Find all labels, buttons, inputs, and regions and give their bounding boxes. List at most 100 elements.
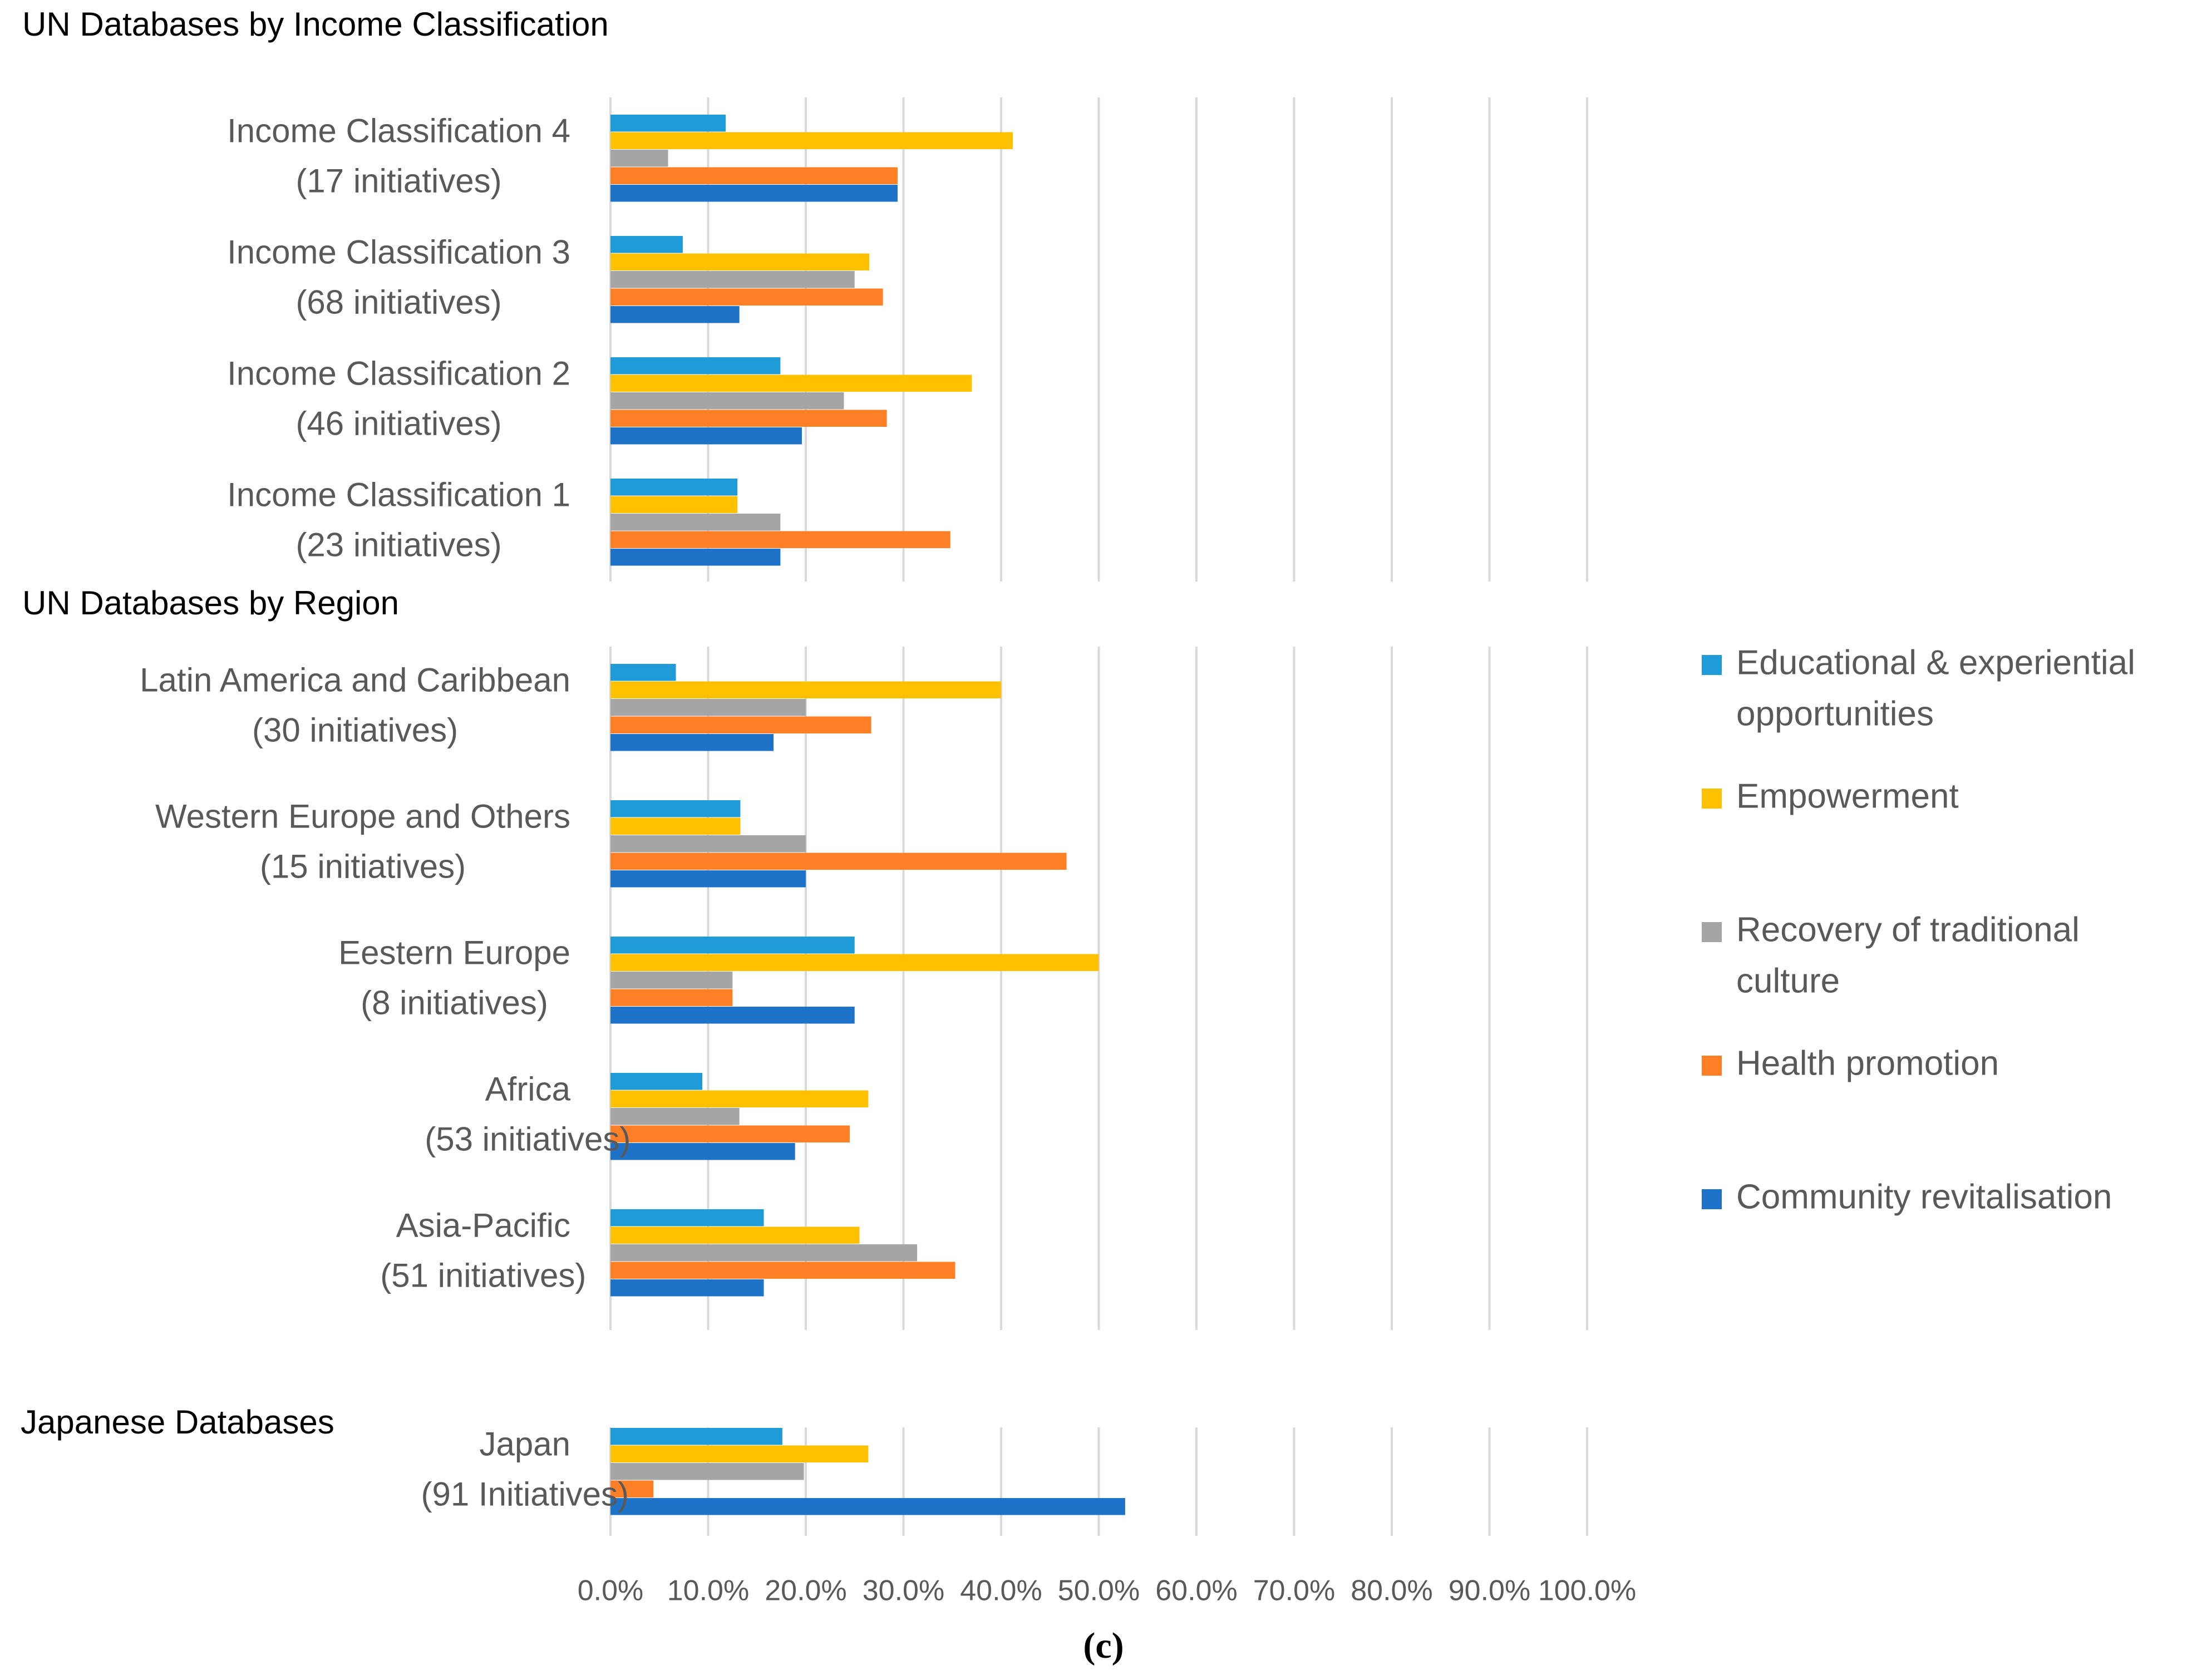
- bar-japan-educational-experiential-opportunities: [610, 1428, 782, 1445]
- x-tick-label-10: 100.0%: [1538, 1575, 1636, 1607]
- bar-africa-health-promotion: [610, 1125, 850, 1142]
- bar-income-classification-2-recovery-of-traditional-culture: [610, 392, 844, 410]
- bar-eestern-europe-educational-experiential-opportunities: [610, 937, 855, 954]
- category-label-latin-america-and-caribbean: Latin America and Caribbean: [140, 662, 570, 699]
- category-sublabel-income-classification-1: (23 initiatives): [295, 526, 501, 564]
- bar-income-classification-4-community-revitalisation: [610, 185, 898, 202]
- bar-income-classification-4-educational-experiential-opportunities: [610, 115, 726, 132]
- figure-caption: (c): [1083, 1625, 1124, 1666]
- category-label-income-classification-4: Income Classification 4: [227, 112, 570, 150]
- category-label-eestern-europe: Eestern Europe: [338, 934, 570, 972]
- category-sublabel-eestern-europe: (8 initiatives): [361, 984, 548, 1022]
- category-label-western-europe-and-others: Western Europe and Others: [155, 798, 570, 835]
- x-tick-label-2: 20.0%: [765, 1575, 846, 1607]
- category-label-income-classification-3: Income Classification 3: [227, 234, 570, 271]
- x-tick-label-0: 0.0%: [578, 1575, 644, 1607]
- legend-label-empowerment: Empowerment: [1736, 777, 1959, 815]
- category-sublabel-asia-pacific: (51 initiatives): [380, 1257, 586, 1294]
- category-sublabel-western-europe-and-others: (15 initiatives): [260, 848, 466, 885]
- x-tick-label-9: 90.0%: [1449, 1575, 1530, 1607]
- legend-swatch-educational-experiential-opportunities: [1702, 655, 1722, 675]
- category-label-africa: Africa: [485, 1071, 571, 1108]
- bar-western-europe-and-others-empowerment: [610, 817, 741, 835]
- bar-asia-pacific-community-revitalisation: [610, 1279, 764, 1297]
- legend-label-health-promotion: Health promotion: [1736, 1044, 1999, 1082]
- bar-income-classification-3-community-revitalisation: [610, 306, 740, 323]
- bar-income-classification-4-empowerment: [610, 132, 1013, 149]
- bar-africa-recovery-of-traditional-culture: [610, 1108, 740, 1125]
- category-label-income-classification-1: Income Classification 1: [227, 476, 570, 514]
- category-label-income-classification-2: Income Classification 2: [227, 355, 570, 392]
- bar-japan-recovery-of-traditional-culture: [610, 1463, 804, 1480]
- bar-asia-pacific-empowerment: [610, 1226, 860, 1244]
- x-tick-label-6: 60.0%: [1155, 1575, 1237, 1607]
- x-tick-label-5: 50.0%: [1058, 1575, 1140, 1607]
- legend-label-educational-experiential-opportunities-line2: opportunities: [1736, 694, 1934, 733]
- category-sublabel-income-classification-2: (46 initiatives): [295, 405, 501, 442]
- bar-income-classification-1-empowerment: [610, 496, 738, 513]
- bar-latin-america-and-caribbean-recovery-of-traditional-culture: [610, 699, 806, 716]
- bar-income-classification-1-recovery-of-traditional-culture: [610, 514, 781, 531]
- legend: Educational & experiential opportunities E…: [1702, 643, 2135, 1216]
- bar-income-classification-3-educational-experiential-opportunities: [610, 236, 683, 253]
- x-tick-label-7: 70.0%: [1253, 1575, 1335, 1607]
- x-tick-label-3: 30.0%: [863, 1575, 944, 1607]
- category-sublabel-japan: (91 Initiatives): [421, 1476, 629, 1513]
- category-label-japan: Japan: [480, 1426, 570, 1463]
- panel-title-2: UN Databases by Region: [22, 584, 399, 622]
- category-sublabel-latin-america-and-caribbean: (30 initiatives): [252, 712, 458, 749]
- bar-asia-pacific-recovery-of-traditional-culture: [610, 1244, 918, 1262]
- bar-income-classification-1-health-promotion: [610, 531, 950, 548]
- bar-japan-empowerment: [610, 1445, 869, 1462]
- legend-label-recovery-of-traditional-culture: Recovery of traditional: [1736, 910, 2080, 949]
- bar-eestern-europe-empowerment: [610, 954, 1099, 971]
- bar-income-classification-4-health-promotion: [610, 167, 898, 184]
- gridlines: [609, 97, 1588, 1536]
- legend-label-community-revitalisation: Community revitalisation: [1736, 1178, 2112, 1216]
- bar-latin-america-and-caribbean-educational-experiential-opportunities: [610, 664, 676, 681]
- bar-income-classification-1-community-revitalisation: [610, 549, 781, 566]
- bar-africa-educational-experiential-opportunities: [610, 1073, 702, 1090]
- bar-income-classification-3-recovery-of-traditional-culture: [610, 271, 855, 288]
- bar-japan-health-promotion: [610, 1480, 654, 1497]
- labels: UN Databases by Income Classification Inc…: [21, 6, 1636, 1666]
- legend-swatch-recovery-of-traditional-culture: [1702, 922, 1722, 942]
- bar-income-classification-2-educational-experiential-opportunities: [610, 357, 781, 375]
- legend-swatch-health-promotion: [1702, 1056, 1722, 1076]
- bar-income-classification-3-empowerment: [610, 253, 870, 270]
- bar-income-classification-1-educational-experiential-opportunities: [610, 479, 738, 496]
- bar-latin-america-and-caribbean-health-promotion: [610, 716, 871, 733]
- bar-asia-pacific-health-promotion: [610, 1262, 955, 1279]
- x-tick-label-8: 80.0%: [1351, 1575, 1432, 1607]
- bar-asia-pacific-educational-experiential-opportunities: [610, 1209, 764, 1226]
- bar-western-europe-and-others-educational-experiential-opportunities: [610, 800, 741, 817]
- bar-latin-america-and-caribbean-community-revitalisation: [610, 734, 774, 751]
- bar-western-europe-and-others-recovery-of-traditional-culture: [610, 835, 806, 853]
- x-tick-label-4: 40.0%: [960, 1575, 1042, 1607]
- bar-japan-community-revitalisation: [610, 1498, 1125, 1515]
- panel-title-1: UN Databases by Income Classification: [22, 6, 609, 43]
- bar-africa-community-revitalisation: [610, 1143, 795, 1160]
- panel-title-3: Japanese Databases: [21, 1403, 334, 1441]
- bar-eestern-europe-health-promotion: [610, 989, 733, 1006]
- bar-latin-america-and-caribbean-empowerment: [610, 681, 1001, 698]
- bars: [610, 115, 1125, 1515]
- category-sublabel-income-classification-3: (68 initiatives): [295, 284, 501, 321]
- x-tick-label-1: 10.0%: [667, 1575, 749, 1607]
- legend-label-recovery-of-traditional-culture-line2: culture: [1736, 962, 1840, 1000]
- bar-income-classification-2-empowerment: [610, 375, 972, 392]
- bar-western-europe-and-others-health-promotion: [610, 853, 1067, 870]
- category-sublabel-africa: (53 initiatives): [425, 1121, 630, 1158]
- bar-income-classification-4-recovery-of-traditional-culture: [610, 150, 668, 167]
- bar-income-classification-2-community-revitalisation: [610, 427, 802, 445]
- bar-western-europe-and-others-community-revitalisation: [610, 870, 806, 888]
- bar-eestern-europe-community-revitalisation: [610, 1007, 855, 1024]
- bar-africa-empowerment: [610, 1090, 869, 1107]
- bar-eestern-europe-recovery-of-traditional-culture: [610, 972, 733, 989]
- legend-swatch-empowerment: [1702, 789, 1722, 809]
- bar-income-classification-3-health-promotion: [610, 288, 883, 306]
- bar-income-classification-2-health-promotion: [610, 410, 887, 427]
- category-label-asia-pacific: Asia-Pacific: [396, 1207, 570, 1244]
- category-sublabel-income-classification-4: (17 initiatives): [295, 162, 501, 200]
